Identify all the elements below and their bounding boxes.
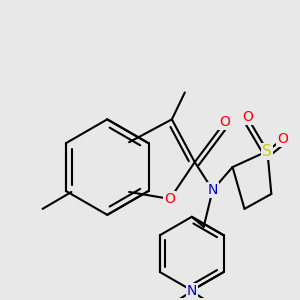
Text: O: O [219, 115, 230, 129]
Text: O: O [277, 132, 288, 146]
Text: N: N [208, 183, 218, 197]
Text: S: S [262, 144, 272, 159]
Text: N: N [187, 284, 197, 298]
Text: O: O [242, 110, 253, 124]
Text: O: O [164, 192, 175, 206]
